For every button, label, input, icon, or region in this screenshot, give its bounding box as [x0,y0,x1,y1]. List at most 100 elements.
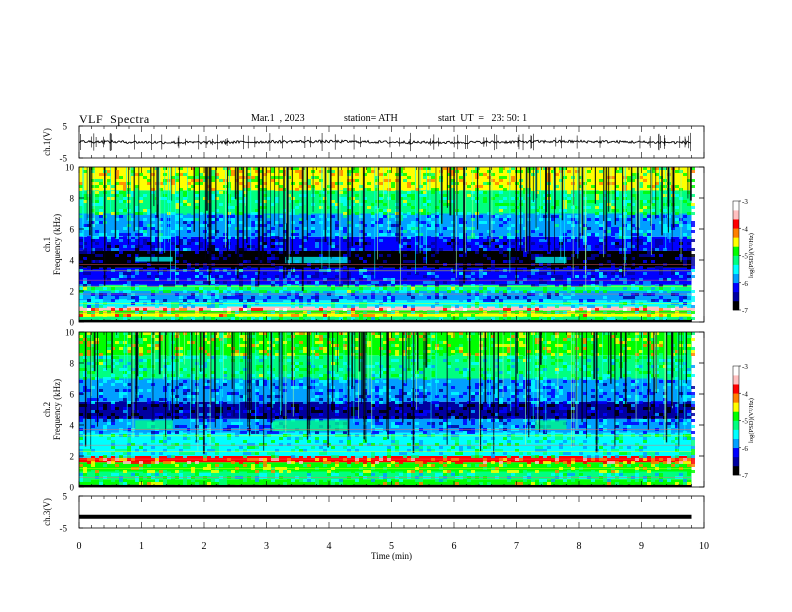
spectral-cell [163,434,167,437]
spectral-cell [127,284,131,287]
spectral-cell [131,284,135,287]
spectral-cell [99,218,103,221]
spectral-cell [155,479,159,482]
spectral-cell [655,299,659,302]
spectral-cell [519,260,523,263]
spectral-cell [231,419,235,422]
spectral-cell [611,191,615,194]
spectral-cell [599,317,603,320]
spectral-cell [91,368,95,371]
spectral-cell [91,464,95,467]
emission-patch [535,256,567,264]
spectral-cell [491,233,495,236]
spectral-cell [255,416,259,419]
spectral-cell [107,167,111,170]
spectral-cell [491,239,495,242]
spectral-cell [487,182,491,185]
spectral-cell [527,305,531,308]
spectral-cell [543,287,547,290]
spectral-cell [219,482,223,485]
spectral-cell [679,275,683,278]
spectral-cell [79,473,83,476]
spectral-cell [423,266,427,269]
spectral-cell [467,275,471,278]
spectral-cell [119,479,123,482]
spectral-cell [427,251,431,254]
spectral-cell [643,284,647,287]
spectral-cell [139,374,143,377]
spectral-cell [203,455,207,458]
spectral-cell [603,203,607,206]
spectral-cell [571,305,575,308]
spectral-cell [251,299,255,302]
spectral-cell [567,248,571,251]
spectral-cell [267,200,271,203]
spectral-cell [523,281,527,284]
spectral-cell [331,224,335,227]
spectral-cell [187,248,191,251]
spectral-cell [559,317,563,320]
spectral-cell [391,281,395,284]
spectral-cell [143,368,147,371]
spectral-cell [343,194,347,197]
spectral-cell [491,281,495,284]
spectral-cell [103,299,107,302]
spectral-cell [479,173,483,176]
spectral-cell [311,275,315,278]
spectral-cell [119,482,123,485]
spectral-cell [283,350,287,353]
spectral-cell [511,203,515,206]
spectral-cell [643,233,647,236]
spectral-cell [267,317,271,320]
spectral-cell [195,167,199,170]
spectral-cell [183,242,187,245]
spectral-cell [83,449,87,452]
spectral-cell [187,353,191,356]
spectral-cell [295,200,299,203]
spectral-cell [435,221,439,224]
spectral-cell [407,185,411,188]
spectral-cell [275,200,279,203]
spectral-cell [227,188,231,191]
spectral-cell [151,185,155,188]
spectral-cell [539,254,543,257]
spectral-cell [279,269,283,272]
spectral-cell [491,317,495,320]
spectral-cell [235,353,239,356]
spectral-cell [539,278,543,281]
spectral-cell [95,257,99,260]
spectral-cell [191,410,195,413]
spectral-cell [555,173,559,176]
spectral-cell [115,194,119,197]
spectral-cell [195,272,199,275]
spectral-cell [83,470,87,473]
spectral-cell [339,182,343,185]
spectral-cell [503,242,507,245]
spectral-cell [79,395,83,398]
spectral-cell [187,419,191,422]
spectral-cell [215,182,219,185]
spectral-cell [99,398,103,401]
spectral-cell [79,380,83,383]
spectral-cell [183,209,187,212]
spectral-cell [179,179,183,182]
spectral-cell [643,182,647,185]
spectral-cell [239,290,243,293]
spectral-cell [87,344,91,347]
spectral-cell [647,170,651,173]
spectral-cell [611,221,615,224]
spectral-cell [111,179,115,182]
spectral-cell [115,290,119,293]
spectral-cell [235,458,239,461]
spectral-cell [691,305,695,308]
spectral-cell [335,233,339,236]
spectral-cell [407,221,411,224]
spectral-cell [167,278,171,281]
spectral-cell [627,272,631,275]
spectral-cell [259,350,263,353]
spectral-cell [651,287,655,290]
spectral-cell [239,197,243,200]
spectral-cell [195,470,199,473]
spectral-cell [319,206,323,209]
spectral-cell [147,398,151,401]
